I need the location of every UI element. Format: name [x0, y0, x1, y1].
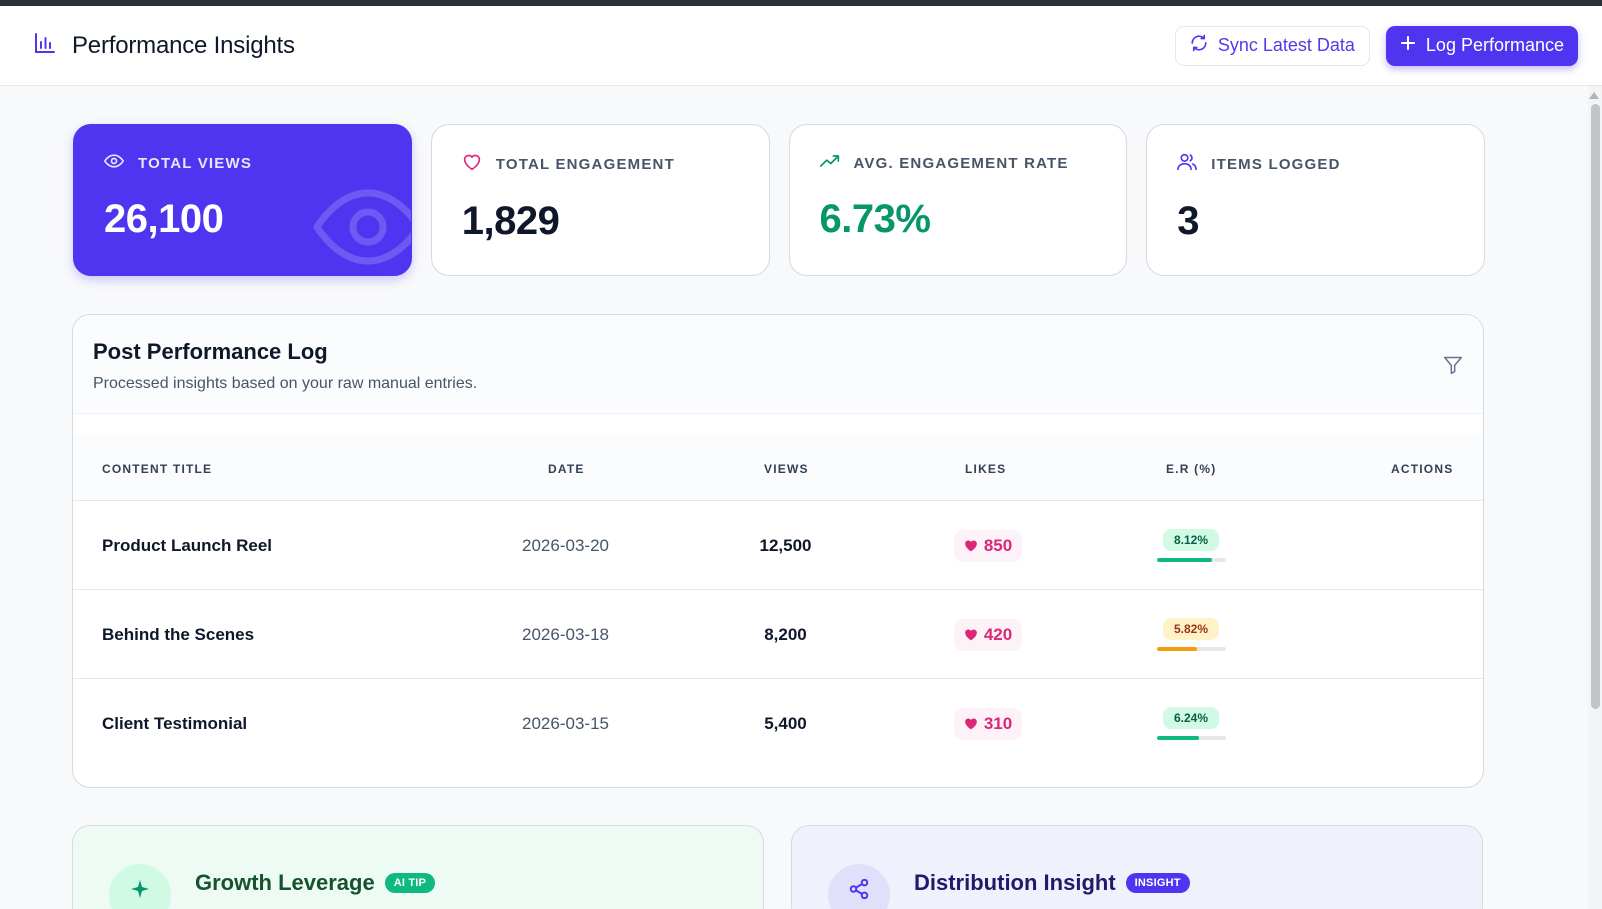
- insight-title-row: Distribution Insight INSIGHT: [914, 870, 1190, 896]
- likes-value: 850: [983, 535, 1013, 555]
- er-progress-bar: [1156, 736, 1226, 740]
- er-badge: 8.12%: [1162, 529, 1220, 551]
- stat-card-avg-engagement-rate: AVG. ENGAGEMENT RATE 6.73%: [788, 124, 1128, 276]
- cell-views: 12,500: [759, 535, 812, 555]
- header-actions: Sync Latest Data Log Performance: [1174, 25, 1578, 66]
- table-row[interactable]: Product Launch Reel 2026-03-20 12,500 850 8.…: [73, 501, 1483, 590]
- stat-label: ITEMS LOGGED: [1211, 155, 1341, 173]
- er-progress-fill: [1156, 647, 1197, 651]
- likes-pill: 420: [953, 618, 1023, 651]
- insight-title: Growth Leverage: [195, 870, 375, 895]
- stat-label-row: ITEMS LOGGED: [1177, 153, 1454, 175]
- brand: Performance Insights: [34, 32, 295, 60]
- column-header-er[interactable]: E.R (%): [1166, 462, 1217, 476]
- insight-title: Distribution Insight: [914, 870, 1116, 895]
- stat-card-total-views: TOTAL VIEWS 26,100: [73, 124, 412, 276]
- app-header: Performance Insights Sync Latest Data Lo…: [0, 6, 1602, 86]
- cell-engagement-rate: 6.24%: [1155, 679, 1227, 768]
- er-progress-fill: [1156, 558, 1213, 562]
- table-row[interactable]: Behind the Scenes 2026-03-18 8,200 420 5.82%: [73, 590, 1483, 679]
- cell-likes: 420: [943, 590, 1033, 679]
- column-header-actions: ACTIONS: [1391, 462, 1454, 476]
- er-badge: 5.82%: [1162, 618, 1220, 640]
- cell-content-title: Behind the Scenes: [102, 624, 255, 644]
- users-icon: [1177, 153, 1198, 175]
- log-performance-button[interactable]: Log Performance: [1385, 25, 1578, 66]
- trending-up-icon: [819, 153, 840, 173]
- likes-pill: 310: [953, 707, 1023, 740]
- log-title: Post Performance Log: [93, 339, 328, 364]
- cell-views: 5,400: [764, 713, 807, 733]
- cell-engagement-rate: 5.82%: [1155, 590, 1227, 679]
- sparkle-icon: [109, 864, 171, 909]
- cell-content-title: Product Launch Reel: [102, 535, 273, 555]
- heart-filled-icon: [964, 540, 977, 552]
- likes-value: 420: [983, 624, 1013, 644]
- table-header: CONTENT TITLE DATE VIEWS LIKES E.R (%) A…: [73, 434, 1483, 501]
- eye-icon: [103, 153, 125, 173]
- heart-icon: [462, 153, 482, 175]
- stat-label-row: TOTAL ENGAGEMENT: [462, 153, 739, 175]
- insight-card-growth-leverage: Growth Leverage AI TIP: [72, 825, 764, 909]
- er-progress-fill: [1156, 736, 1200, 740]
- log-subtitle: Processed insights based on your raw man…: [93, 375, 478, 392]
- scrollbar-thumb[interactable]: [1591, 104, 1600, 709]
- cell-likes: 310: [943, 679, 1033, 768]
- scroll-up-arrow[interactable]: [1589, 92, 1599, 99]
- sync-latest-data-button[interactable]: Sync Latest Data: [1174, 25, 1370, 66]
- cell-date: 2026-03-18: [522, 624, 609, 644]
- stat-card-total-engagement: TOTAL ENGAGEMENT 1,829: [430, 124, 770, 276]
- table-row[interactable]: Client Testimonial 2026-03-15 5,400 310 6.24…: [73, 679, 1483, 768]
- log-label: Log Performance: [1425, 35, 1564, 55]
- share-icon: [828, 864, 890, 909]
- refresh-icon: [1190, 34, 1208, 57]
- stat-value: 1,829: [461, 199, 560, 243]
- cell-content-title: Client Testimonial: [102, 713, 248, 733]
- cell-date: 2026-03-15: [522, 713, 609, 733]
- stats-row: TOTAL VIEWS 26,100 TOTAL ENGAGEMENT 1,82…: [73, 124, 1485, 276]
- likes-pill: 850: [953, 529, 1023, 562]
- heart-filled-icon: [964, 629, 977, 641]
- column-header-views[interactable]: VIEWS: [764, 462, 809, 476]
- eye-watermark-icon: [312, 187, 411, 272]
- heart-filled-icon: [964, 718, 977, 730]
- page-title: Performance Insights: [72, 31, 295, 59]
- stat-label: TOTAL VIEWS: [138, 154, 253, 172]
- bar-chart-icon: [34, 32, 56, 59]
- er-progress-bar: [1156, 558, 1226, 562]
- filter-icon[interactable]: [1443, 355, 1463, 380]
- stat-label-row: TOTAL VIEWS: [103, 153, 381, 173]
- post-performance-log: Post Performance Log Processed insights …: [72, 314, 1484, 788]
- ai-tip-badge: AI TIP: [384, 873, 436, 893]
- cell-engagement-rate: 8.12%: [1155, 501, 1227, 590]
- er-badge: 6.24%: [1162, 707, 1220, 729]
- column-header-likes[interactable]: LIKES: [965, 462, 1007, 476]
- log-header: Post Performance Log Processed insights …: [73, 315, 1483, 414]
- stat-value: 26,100: [104, 197, 224, 241]
- cell-views: 8,200: [764, 624, 807, 644]
- insight-card-distribution: Distribution Insight INSIGHT: [791, 825, 1483, 909]
- window-top-strip: [0, 0, 1602, 6]
- stat-value: 3: [1177, 199, 1199, 243]
- stat-label-row: AVG. ENGAGEMENT RATE: [819, 153, 1097, 173]
- stat-label: TOTAL ENGAGEMENT: [495, 155, 675, 173]
- column-header-content-title[interactable]: CONTENT TITLE: [102, 462, 213, 476]
- plus-icon: [1400, 35, 1416, 56]
- stat-value: 6.73%: [819, 197, 931, 241]
- cell-likes: 850: [943, 501, 1033, 590]
- sync-label: Sync Latest Data: [1217, 35, 1355, 55]
- stat-card-items-logged: ITEMS LOGGED 3: [1146, 124, 1485, 276]
- insight-badge: INSIGHT: [1125, 873, 1190, 893]
- stat-label: AVG. ENGAGEMENT RATE: [853, 154, 1069, 172]
- insight-title-row: Growth Leverage AI TIP: [195, 870, 436, 896]
- er-progress-bar: [1156, 647, 1226, 651]
- cell-date: 2026-03-20: [522, 535, 609, 555]
- column-header-date[interactable]: DATE: [548, 462, 585, 476]
- likes-value: 310: [983, 713, 1013, 733]
